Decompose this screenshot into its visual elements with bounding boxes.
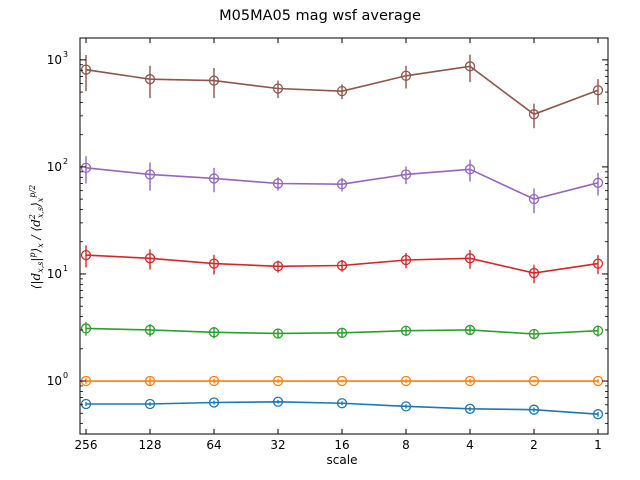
data-point bbox=[592, 409, 604, 420]
data-point bbox=[272, 261, 284, 272]
data-point bbox=[80, 249, 92, 261]
x-tick-label: 256 bbox=[75, 438, 98, 452]
y-tick-label: 10 bbox=[47, 374, 62, 388]
data-point bbox=[592, 258, 604, 269]
data-point bbox=[208, 397, 220, 408]
data-point bbox=[464, 164, 476, 175]
data-point bbox=[400, 70, 412, 81]
data-point bbox=[80, 162, 92, 173]
data-point bbox=[144, 375, 156, 387]
x-tick-label: 128 bbox=[139, 438, 162, 452]
data-point bbox=[208, 173, 220, 184]
y-tick-exponent: 2 bbox=[63, 157, 68, 166]
data-point bbox=[144, 324, 156, 336]
data-point bbox=[336, 179, 348, 190]
data-point bbox=[464, 403, 476, 414]
data-point bbox=[272, 328, 284, 339]
data-point bbox=[208, 375, 220, 387]
data-point bbox=[528, 328, 540, 340]
series-3 bbox=[80, 322, 604, 340]
x-axis-label: scale bbox=[327, 453, 358, 467]
data-point bbox=[400, 375, 412, 387]
data-point bbox=[528, 267, 540, 279]
plot-area bbox=[80, 54, 604, 420]
data-point bbox=[80, 64, 92, 75]
x-tick-label: 1 bbox=[594, 438, 602, 452]
data-point bbox=[400, 325, 412, 336]
data-point bbox=[144, 398, 156, 410]
data-point bbox=[80, 323, 92, 334]
data-point bbox=[272, 396, 284, 407]
data-point bbox=[208, 327, 220, 338]
y-tick-exponent: 0 bbox=[63, 371, 68, 380]
series-4 bbox=[80, 245, 604, 284]
data-point bbox=[144, 253, 156, 264]
y-tick-label: 10 bbox=[47, 267, 62, 281]
y-tick-exponent: 1 bbox=[63, 264, 68, 273]
data-point bbox=[272, 375, 284, 387]
y-tick-label: 10 bbox=[47, 160, 62, 174]
data-point bbox=[336, 260, 348, 271]
data-point bbox=[144, 169, 156, 180]
data-point bbox=[336, 375, 348, 387]
series-6 bbox=[80, 54, 604, 129]
data-point bbox=[528, 109, 540, 120]
data-point bbox=[336, 86, 348, 97]
data-point bbox=[592, 325, 604, 336]
x-tick-label: 8 bbox=[402, 438, 410, 452]
y-tick-exponent: 3 bbox=[63, 50, 68, 59]
data-point bbox=[400, 401, 412, 412]
data-point bbox=[592, 85, 604, 96]
x-tick-label: 32 bbox=[270, 438, 285, 452]
y-tick-label: 10 bbox=[47, 53, 62, 67]
series-1 bbox=[80, 396, 604, 420]
x-tick-label: 2 bbox=[530, 438, 538, 452]
y-axis-label: ⟨|dx,s|p⟩x / ⟨d2x,s⟩xp/2 bbox=[28, 185, 45, 289]
data-point bbox=[400, 169, 412, 180]
svg-text:⟨|dx,s|p⟩x / ⟨d2x,s⟩xp/2: ⟨|dx,s|p⟩x / ⟨d2x,s⟩xp/2 bbox=[28, 185, 45, 289]
data-point bbox=[144, 74, 156, 85]
data-point bbox=[528, 375, 540, 387]
x-tick-label: 16 bbox=[334, 438, 349, 452]
x-tick-label: 64 bbox=[206, 438, 221, 452]
data-point bbox=[336, 398, 348, 409]
data-point bbox=[464, 324, 476, 336]
series-2 bbox=[80, 375, 604, 387]
data-point bbox=[592, 177, 604, 188]
data-point bbox=[272, 83, 284, 94]
x-tick-label: 4 bbox=[466, 438, 474, 452]
data-point bbox=[464, 375, 476, 387]
data-point bbox=[336, 327, 348, 338]
data-point bbox=[528, 193, 540, 205]
data-point bbox=[400, 254, 412, 266]
chart-title: M05MA05 mag wsf average bbox=[219, 8, 421, 24]
data-point bbox=[464, 61, 476, 72]
data-point bbox=[272, 178, 284, 189]
data-point bbox=[528, 404, 540, 415]
plot-frame bbox=[79, 37, 609, 435]
data-point bbox=[80, 398, 92, 410]
data-point bbox=[208, 258, 220, 269]
data-point bbox=[208, 75, 220, 86]
data-point bbox=[464, 253, 476, 264]
series-5 bbox=[80, 156, 604, 214]
